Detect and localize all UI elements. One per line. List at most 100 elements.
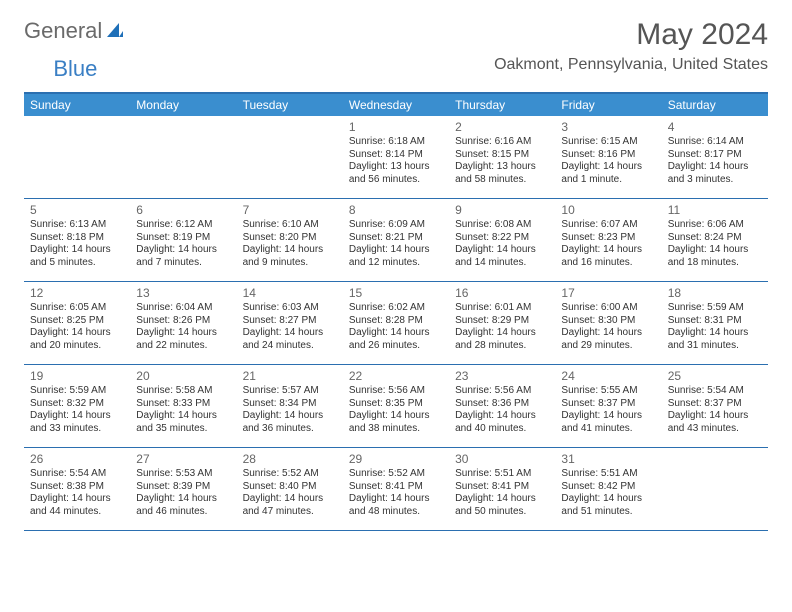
calendar-day-cell: 18Sunrise: 5:59 AMSunset: 8:31 PMDayligh… xyxy=(662,282,768,364)
day-number: 26 xyxy=(30,452,124,466)
day-number: 13 xyxy=(136,286,230,300)
daylight-line: Daylight: 14 hours and 41 minutes. xyxy=(561,410,655,435)
sunset-line: Sunset: 8:22 PM xyxy=(455,232,549,245)
sunset-line: Sunset: 8:37 PM xyxy=(668,398,762,411)
day-number: 21 xyxy=(243,369,337,383)
sunset-line: Sunset: 8:16 PM xyxy=(561,149,655,162)
daylight-line: Daylight: 14 hours and 38 minutes. xyxy=(349,410,443,435)
calendar-day-cell: 16Sunrise: 6:01 AMSunset: 8:29 PMDayligh… xyxy=(449,282,555,364)
calendar-week-row: 5Sunrise: 6:13 AMSunset: 8:18 PMDaylight… xyxy=(24,199,768,282)
sunrise-line: Sunrise: 6:14 AM xyxy=(668,136,762,149)
sunset-line: Sunset: 8:31 PM xyxy=(668,315,762,328)
sunset-line: Sunset: 8:40 PM xyxy=(243,481,337,494)
calendar-day-cell: 7Sunrise: 6:10 AMSunset: 8:20 PMDaylight… xyxy=(237,199,343,281)
daylight-line: Daylight: 14 hours and 26 minutes. xyxy=(349,327,443,352)
sunrise-line: Sunrise: 5:57 AM xyxy=(243,385,337,398)
sunrise-line: Sunrise: 6:09 AM xyxy=(349,219,443,232)
day-number: 3 xyxy=(561,120,655,134)
day-number: 24 xyxy=(561,369,655,383)
day-number: 25 xyxy=(668,369,762,383)
day-number: 11 xyxy=(668,203,762,217)
calendar-header-cell: Tuesday xyxy=(237,94,343,116)
calendar-day-cell: 20Sunrise: 5:58 AMSunset: 8:33 PMDayligh… xyxy=(130,365,236,447)
title-block: May 2024 Oakmont, Pennsylvania, United S… xyxy=(494,18,768,74)
sunset-line: Sunset: 8:27 PM xyxy=(243,315,337,328)
sunrise-line: Sunrise: 5:54 AM xyxy=(668,385,762,398)
sunrise-line: Sunrise: 6:07 AM xyxy=(561,219,655,232)
calendar-day-cell: 21Sunrise: 5:57 AMSunset: 8:34 PMDayligh… xyxy=(237,365,343,447)
day-number: 4 xyxy=(668,120,762,134)
sunrise-line: Sunrise: 6:15 AM xyxy=(561,136,655,149)
day-number: 15 xyxy=(349,286,443,300)
sunset-line: Sunset: 8:35 PM xyxy=(349,398,443,411)
daylight-line: Daylight: 13 hours and 56 minutes. xyxy=(349,161,443,186)
daylight-line: Daylight: 14 hours and 9 minutes. xyxy=(243,244,337,269)
calendar-body: 1Sunrise: 6:18 AMSunset: 8:14 PMDaylight… xyxy=(24,116,768,531)
daylight-line: Daylight: 14 hours and 5 minutes. xyxy=(30,244,124,269)
day-number: 14 xyxy=(243,286,337,300)
calendar-day-cell: 14Sunrise: 6:03 AMSunset: 8:27 PMDayligh… xyxy=(237,282,343,364)
sunrise-line: Sunrise: 5:52 AM xyxy=(243,468,337,481)
sunrise-line: Sunrise: 5:58 AM xyxy=(136,385,230,398)
calendar-week-row: 19Sunrise: 5:59 AMSunset: 8:32 PMDayligh… xyxy=(24,365,768,448)
calendar-week-row: 26Sunrise: 5:54 AMSunset: 8:38 PMDayligh… xyxy=(24,448,768,531)
day-number: 6 xyxy=(136,203,230,217)
calendar-day-cell: 28Sunrise: 5:52 AMSunset: 8:40 PMDayligh… xyxy=(237,448,343,530)
sunrise-line: Sunrise: 6:18 AM xyxy=(349,136,443,149)
calendar-day-cell xyxy=(130,116,236,198)
calendar-header-row: SundayMondayTuesdayWednesdayThursdayFrid… xyxy=(24,94,768,116)
calendar-day-cell xyxy=(237,116,343,198)
day-number: 28 xyxy=(243,452,337,466)
daylight-line: Daylight: 14 hours and 28 minutes. xyxy=(455,327,549,352)
calendar-day-cell: 2Sunrise: 6:16 AMSunset: 8:15 PMDaylight… xyxy=(449,116,555,198)
calendar-day-cell: 13Sunrise: 6:04 AMSunset: 8:26 PMDayligh… xyxy=(130,282,236,364)
sunset-line: Sunset: 8:18 PM xyxy=(30,232,124,245)
sunset-line: Sunset: 8:21 PM xyxy=(349,232,443,245)
day-number: 29 xyxy=(349,452,443,466)
calendar-day-cell: 22Sunrise: 5:56 AMSunset: 8:35 PMDayligh… xyxy=(343,365,449,447)
calendar-day-cell: 1Sunrise: 6:18 AMSunset: 8:14 PMDaylight… xyxy=(343,116,449,198)
day-number: 27 xyxy=(136,452,230,466)
calendar-header-cell: Monday xyxy=(130,94,236,116)
day-number: 22 xyxy=(349,369,443,383)
day-number: 8 xyxy=(349,203,443,217)
daylight-line: Daylight: 14 hours and 40 minutes. xyxy=(455,410,549,435)
sunrise-line: Sunrise: 6:02 AM xyxy=(349,302,443,315)
calendar-header-cell: Wednesday xyxy=(343,94,449,116)
daylight-line: Daylight: 14 hours and 14 minutes. xyxy=(455,244,549,269)
sunrise-line: Sunrise: 5:52 AM xyxy=(349,468,443,481)
sunrise-line: Sunrise: 5:54 AM xyxy=(30,468,124,481)
daylight-line: Daylight: 14 hours and 44 minutes. xyxy=(30,493,124,518)
sunset-line: Sunset: 8:42 PM xyxy=(561,481,655,494)
calendar-day-cell: 24Sunrise: 5:55 AMSunset: 8:37 PMDayligh… xyxy=(555,365,661,447)
sunrise-line: Sunrise: 5:51 AM xyxy=(455,468,549,481)
sunset-line: Sunset: 8:39 PM xyxy=(136,481,230,494)
daylight-line: Daylight: 14 hours and 31 minutes. xyxy=(668,327,762,352)
sunrise-line: Sunrise: 6:06 AM xyxy=(668,219,762,232)
month-title: May 2024 xyxy=(494,18,768,52)
calendar-day-cell: 17Sunrise: 6:00 AMSunset: 8:30 PMDayligh… xyxy=(555,282,661,364)
day-number: 7 xyxy=(243,203,337,217)
sunrise-line: Sunrise: 6:12 AM xyxy=(136,219,230,232)
sunrise-line: Sunrise: 6:05 AM xyxy=(30,302,124,315)
daylight-line: Daylight: 14 hours and 46 minutes. xyxy=(136,493,230,518)
logo-text-blue: Blue xyxy=(53,56,97,82)
calendar-day-cell: 26Sunrise: 5:54 AMSunset: 8:38 PMDayligh… xyxy=(24,448,130,530)
sunrise-line: Sunrise: 5:59 AM xyxy=(30,385,124,398)
sunset-line: Sunset: 8:33 PM xyxy=(136,398,230,411)
calendar-header-cell: Saturday xyxy=(662,94,768,116)
daylight-line: Daylight: 14 hours and 16 minutes. xyxy=(561,244,655,269)
calendar-day-cell: 5Sunrise: 6:13 AMSunset: 8:18 PMDaylight… xyxy=(24,199,130,281)
day-number: 9 xyxy=(455,203,549,217)
sunrise-line: Sunrise: 6:13 AM xyxy=(30,219,124,232)
calendar-header-cell: Friday xyxy=(555,94,661,116)
sunset-line: Sunset: 8:30 PM xyxy=(561,315,655,328)
daylight-line: Daylight: 14 hours and 12 minutes. xyxy=(349,244,443,269)
calendar-day-cell: 15Sunrise: 6:02 AMSunset: 8:28 PMDayligh… xyxy=(343,282,449,364)
day-number: 1 xyxy=(349,120,443,134)
logo-sail-icon xyxy=(106,22,124,40)
sunrise-line: Sunrise: 6:00 AM xyxy=(561,302,655,315)
logo: General xyxy=(24,18,124,44)
sunset-line: Sunset: 8:19 PM xyxy=(136,232,230,245)
sunset-line: Sunset: 8:41 PM xyxy=(349,481,443,494)
